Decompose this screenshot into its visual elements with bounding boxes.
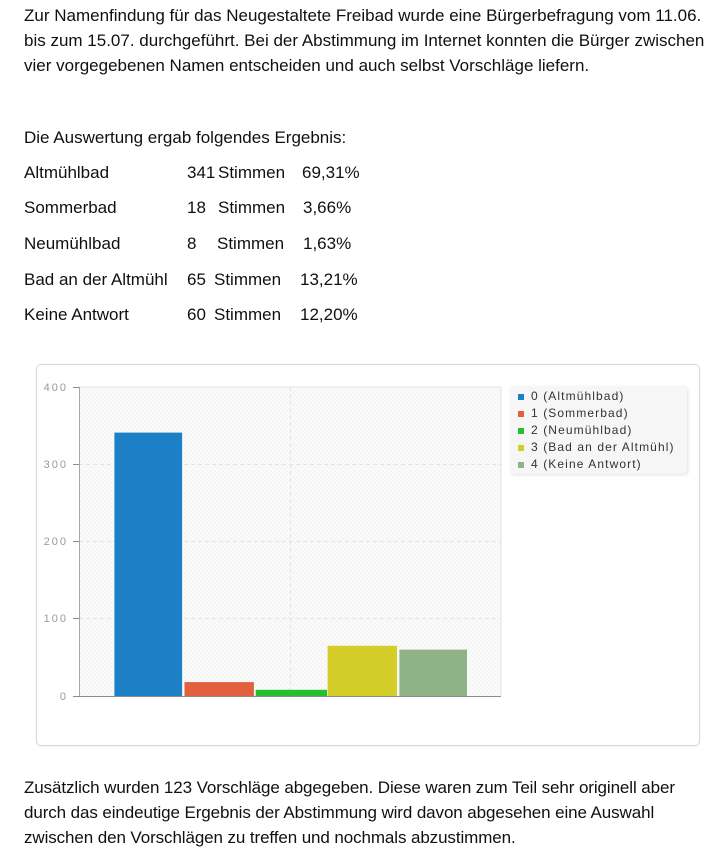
svg-text:0: 0	[60, 691, 68, 703]
svg-text:300: 300	[44, 459, 68, 471]
svg-text:100: 100	[44, 613, 68, 625]
svg-text:400: 400	[44, 382, 68, 394]
svg-text:200: 200	[44, 536, 68, 548]
